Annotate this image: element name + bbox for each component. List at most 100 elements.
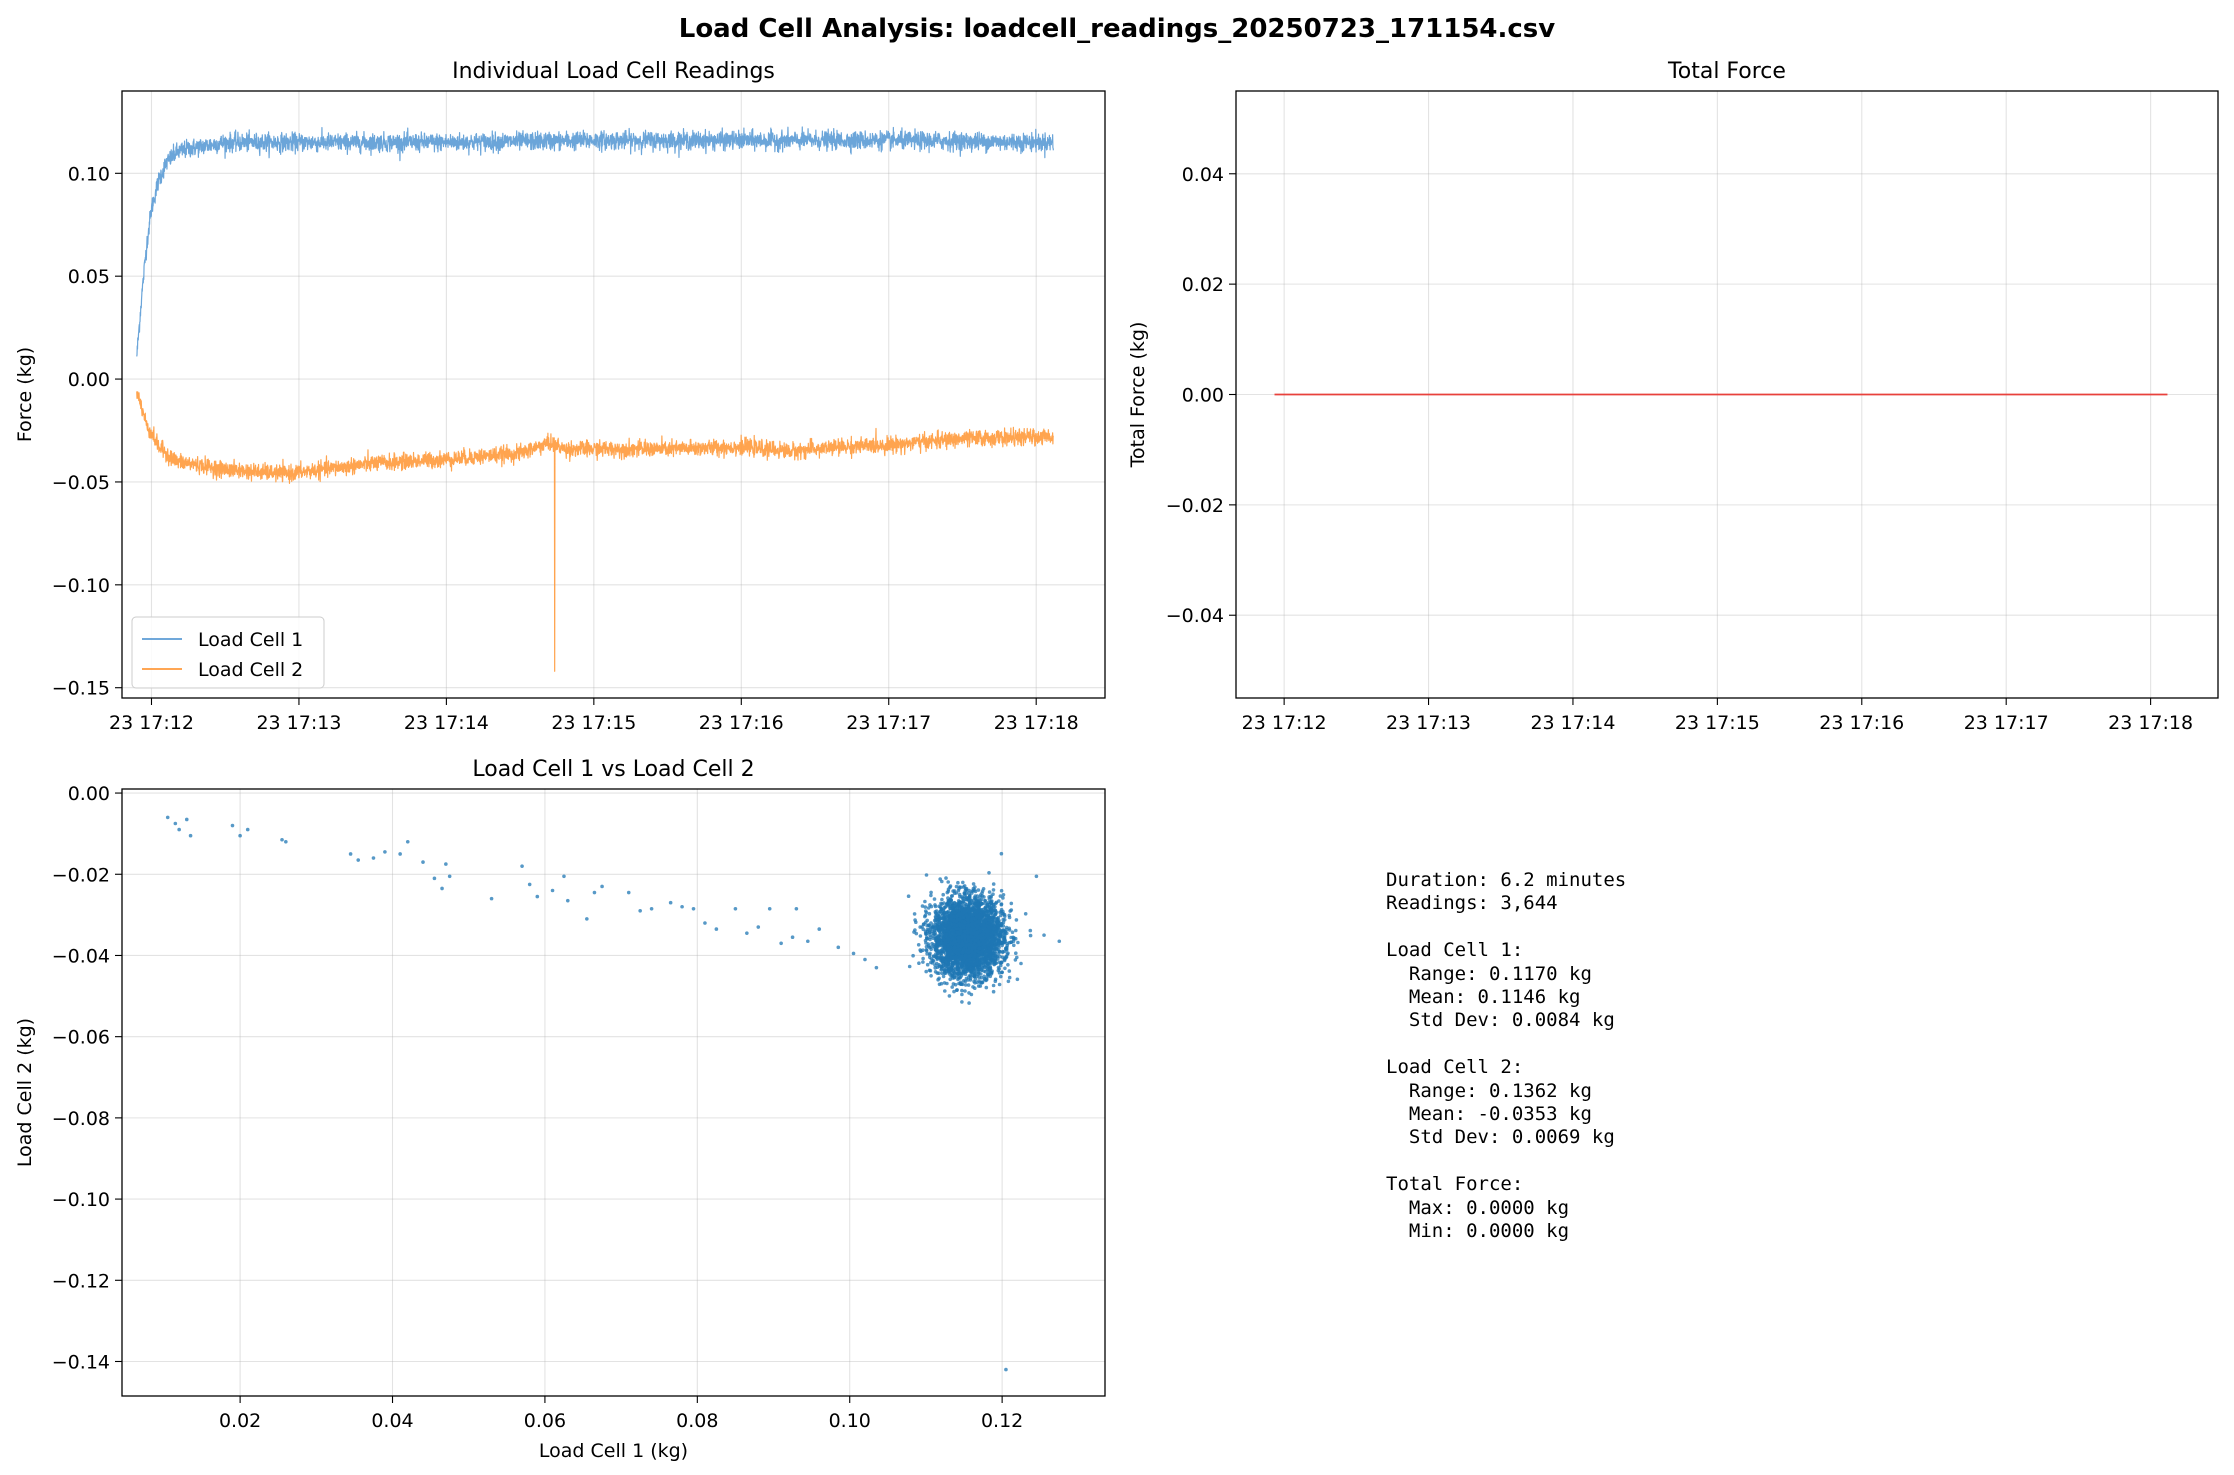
scatter-point — [973, 977, 978, 981]
scatter-point — [956, 945, 960, 949]
scatter-point — [959, 944, 963, 948]
scatter-point — [943, 934, 948, 938]
scatter-point — [356, 858, 361, 862]
scatter-point — [938, 924, 942, 928]
scatter-point — [971, 966, 975, 971]
scatter-cluster — [906, 851, 1033, 1005]
scatter-point — [990, 913, 995, 917]
scatter-point — [929, 893, 933, 898]
scatter-point — [945, 910, 949, 915]
scatter-point — [957, 887, 961, 891]
scatter-point — [745, 931, 749, 935]
scatter-point — [703, 921, 707, 925]
scatter-point — [970, 891, 974, 895]
scatter-point — [946, 880, 950, 884]
scatter-point — [280, 837, 284, 842]
scatter-point — [1028, 928, 1033, 933]
scatter-point — [444, 862, 448, 866]
x-tick-label: 0.04 — [371, 1410, 413, 1432]
scatter-point — [991, 983, 996, 988]
series-line-1 — [136, 126, 1054, 357]
scatter-point — [978, 961, 982, 965]
scatter-point — [945, 981, 949, 986]
scatter-point — [997, 933, 1001, 938]
scatter-point — [993, 979, 998, 983]
scatter-point — [988, 905, 992, 909]
x-tick-label: 23 17:16 — [1819, 712, 1904, 734]
scatter-point — [967, 895, 972, 900]
scatter-point — [600, 884, 604, 889]
legend-label-load-cell-1: Load Cell 1 — [198, 629, 303, 651]
y-tick-label: 0.04 — [1182, 164, 1224, 186]
scatter-point — [284, 839, 288, 844]
scatter-point — [977, 975, 981, 979]
scatter-point — [967, 942, 971, 947]
scatter-point — [756, 925, 761, 929]
scatter-point — [930, 925, 935, 929]
scatter-point — [1057, 939, 1062, 944]
scatter-point — [943, 989, 947, 993]
scatter-point — [993, 941, 998, 946]
scatter-point — [941, 974, 946, 979]
scatter-point — [836, 945, 841, 950]
scatter-point — [932, 897, 937, 901]
y-tick-label: −0.05 — [52, 472, 110, 494]
scatter-point — [993, 951, 998, 955]
scatter-point — [985, 905, 989, 909]
scatter-point — [1006, 963, 1010, 967]
scatter-point — [947, 899, 952, 904]
scatter-point — [939, 967, 944, 971]
scatter-point — [971, 932, 975, 936]
scatter-point — [794, 906, 799, 911]
scatter-point — [967, 954, 972, 959]
scatter-point — [945, 890, 950, 895]
scatter-point — [974, 938, 978, 943]
scatter-point — [949, 962, 953, 967]
scatter-point — [960, 964, 964, 969]
scatter-point — [585, 917, 589, 921]
scatter-point — [1003, 966, 1007, 971]
scatter-point — [790, 935, 795, 939]
scatter-point — [980, 889, 985, 893]
scatter-point — [974, 944, 978, 948]
scatter-point — [964, 948, 968, 953]
scatter-point — [937, 904, 941, 909]
scatter-point — [978, 895, 982, 899]
scatter-point — [914, 931, 919, 936]
scatter-point — [928, 924, 932, 928]
y-tick-label: 0.00 — [68, 783, 110, 805]
scatter-point — [973, 962, 977, 966]
scatter-point — [929, 921, 933, 925]
scatter-point — [948, 918, 952, 922]
scatter-point — [984, 928, 988, 932]
scatter-point — [184, 817, 189, 822]
scatter-point — [989, 947, 994, 951]
scatter-point — [980, 901, 985, 906]
scatter-point — [911, 953, 915, 958]
x-tick-label: 23 17:18 — [2108, 712, 2193, 734]
scatter-point — [1015, 977, 1020, 982]
scatter-point — [976, 905, 981, 910]
scatter-point — [966, 978, 970, 982]
x-tick-label: 23 17:14 — [404, 712, 489, 734]
scatter-point — [951, 931, 955, 936]
scatter-point — [963, 929, 967, 934]
scatter-point — [238, 833, 242, 838]
scatter-point — [592, 890, 597, 895]
scatter-point — [928, 903, 932, 907]
scatter-point — [925, 918, 929, 923]
scatter-point — [956, 977, 960, 982]
scatter-point — [348, 852, 353, 856]
scatter-point — [1023, 912, 1028, 916]
scatter-point — [245, 827, 250, 832]
panel-3-frame — [121, 788, 1106, 1397]
scatter-point — [967, 945, 971, 950]
scatter-point — [952, 955, 956, 960]
scatter-point — [952, 989, 956, 994]
scatter-point — [527, 882, 532, 887]
scatter-point — [942, 906, 946, 910]
scatter-point — [941, 892, 945, 897]
scatter-point — [817, 927, 822, 931]
scatter-point — [974, 927, 978, 931]
scatter-point — [970, 910, 975, 914]
